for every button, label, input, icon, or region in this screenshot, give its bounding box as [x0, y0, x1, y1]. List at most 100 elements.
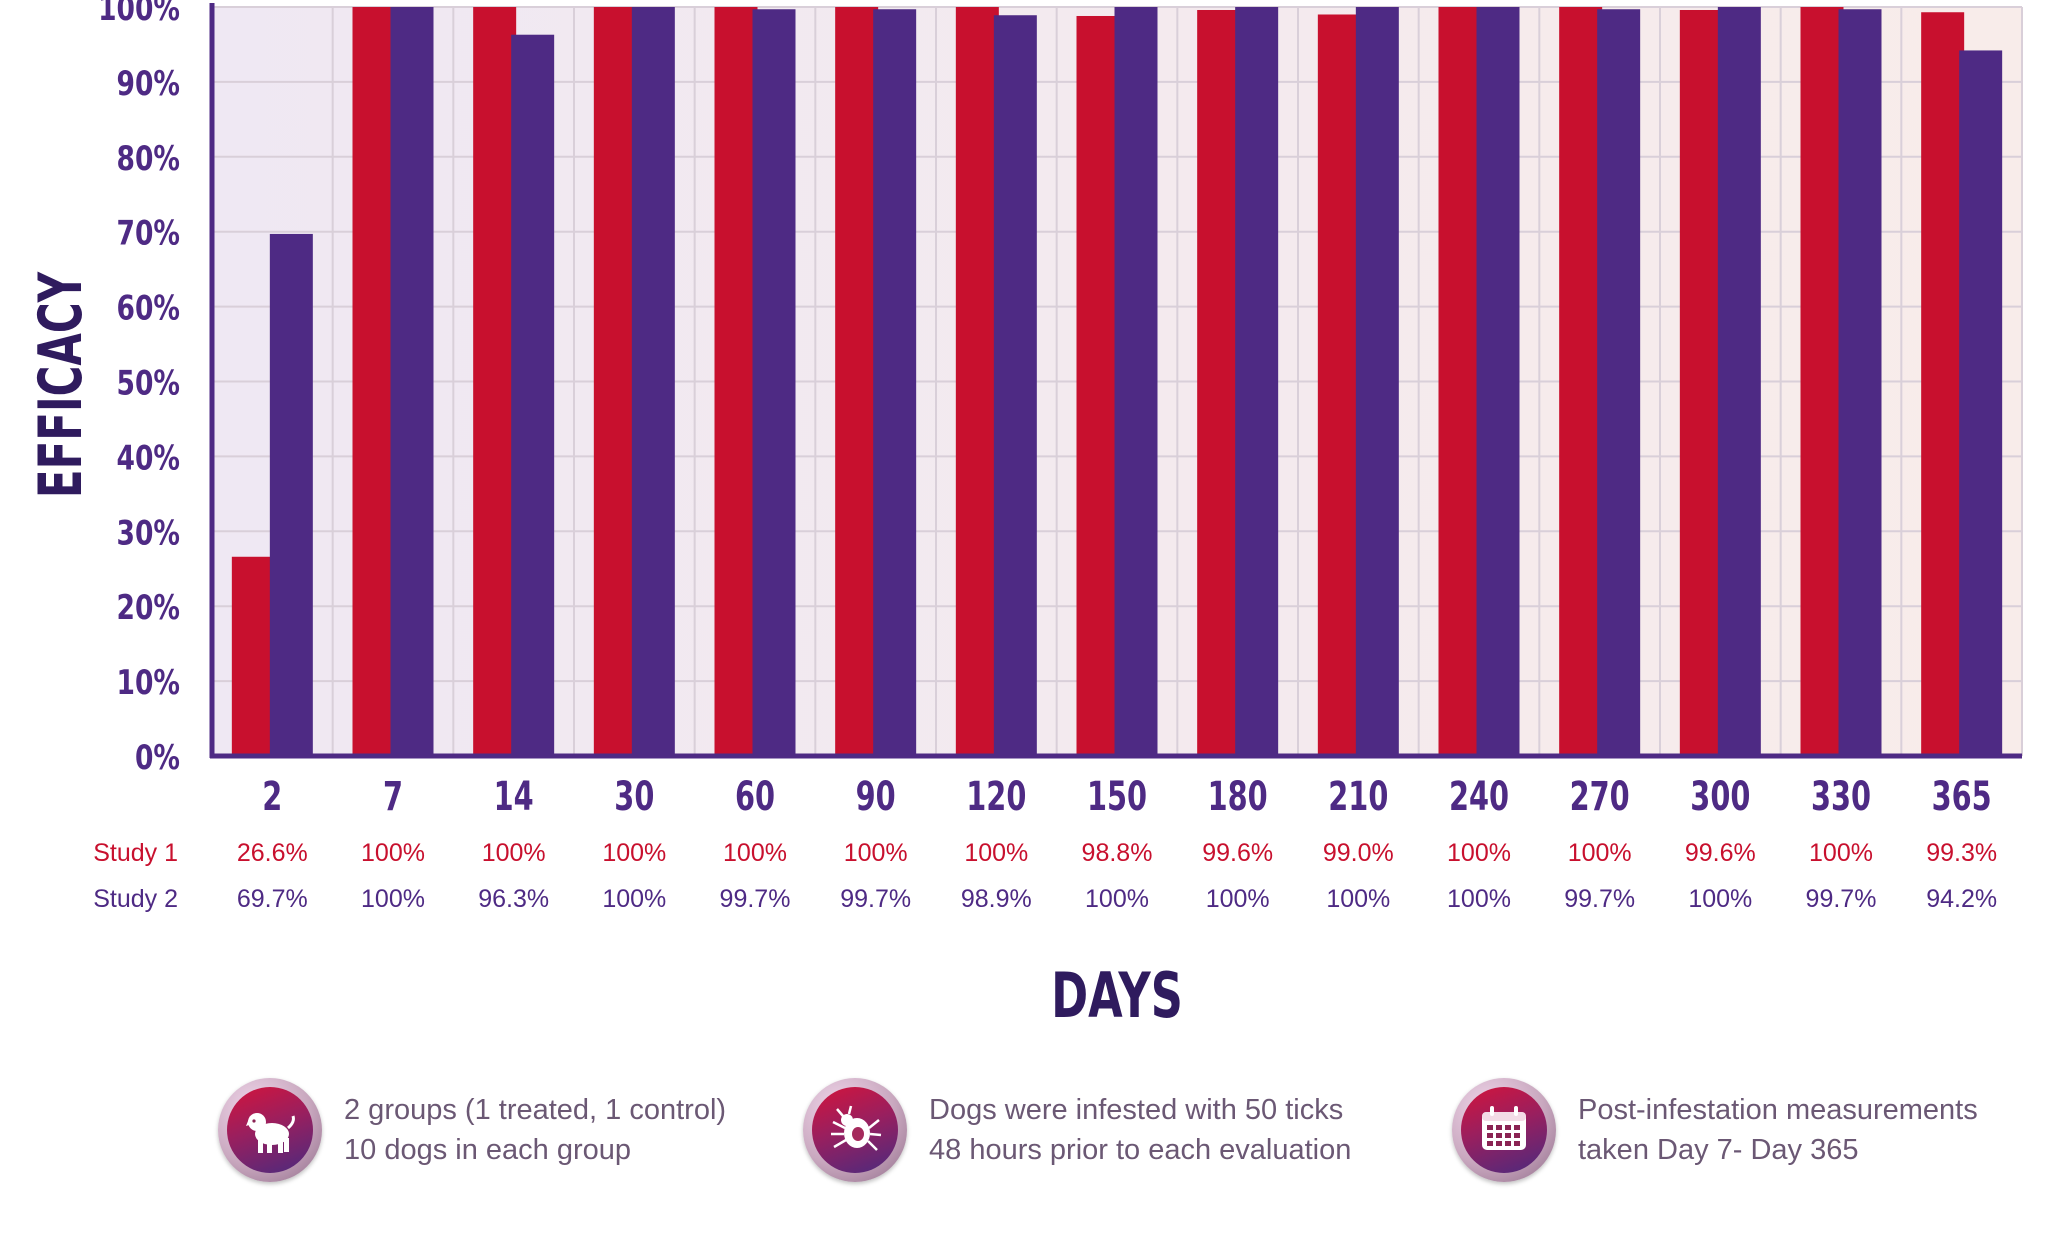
y-tick-label: 60%	[117, 289, 180, 328]
data-label: 98.8%	[1082, 839, 1153, 867]
data-label: 26.6%	[237, 839, 308, 867]
data-label: 100%	[964, 839, 1028, 867]
y-tick-label: 0%	[135, 739, 180, 778]
data-label: 99.6%	[1685, 839, 1756, 867]
data-label: 100%	[1447, 885, 1511, 913]
y-tick-label: 80%	[117, 140, 180, 179]
bar-study-2-day-90	[873, 9, 917, 756]
x-tick-label: 180	[1208, 774, 1268, 820]
data-label: 99.7%	[720, 885, 791, 913]
note-measurements-text: Post-infestation measurements taken Day …	[1578, 1090, 1978, 1170]
bar-study-1-day-330	[1800, 7, 1844, 756]
data-label: 99.0%	[1323, 839, 1394, 867]
data-label: 100%	[1568, 839, 1632, 867]
data-label: 99.7%	[840, 885, 911, 913]
bar-study-2-day-60	[752, 9, 796, 756]
dog-icon	[218, 1078, 322, 1182]
bar-study-2-day-150	[1114, 7, 1158, 756]
y-tick-label: 40%	[117, 439, 180, 478]
x-tick-label: 300	[1690, 774, 1750, 820]
x-tick-label: 270	[1570, 774, 1630, 820]
data-label: 100%	[1326, 885, 1390, 913]
data-label: 100%	[1447, 839, 1511, 867]
x-tick-label: 60	[735, 774, 775, 820]
bar-study-1-day-270	[1559, 7, 1603, 756]
data-label: 100%	[844, 839, 908, 867]
note-line: 10 dogs in each group	[344, 1134, 631, 1166]
x-tick-label: 120	[966, 774, 1026, 820]
series-name-study-1: Study 1	[93, 839, 178, 867]
data-label: 100%	[482, 839, 546, 867]
bar-study-1-day-240	[1438, 7, 1482, 756]
bar-study-1-day-365	[1921, 12, 1965, 757]
note-line: Post-infestation measurements	[1578, 1094, 1978, 1126]
study-notes: 2 groups (1 treated, 1 control) 10 dogs …	[0, 1075, 2048, 1205]
y-tick-label: 20%	[117, 589, 180, 628]
x-tick-label: 14	[494, 774, 534, 820]
series-name-study-2: Study 2	[93, 885, 178, 913]
x-tick-label: 210	[1328, 774, 1388, 820]
y-tick-labels: 0% 10% 20% 30% 40% 50% 60% 70% 80% 90% 100%	[98, 0, 180, 778]
x-tick-label: 330	[1811, 774, 1871, 820]
data-label: 100%	[723, 839, 787, 867]
x-axis-title: DAYS	[1051, 960, 1183, 1032]
data-label: 94.2%	[1926, 885, 1997, 913]
axes	[209, 3, 2022, 759]
data-label: 100%	[1688, 885, 1752, 913]
bar-study-1-day-14	[473, 7, 517, 756]
note-groups: 2 groups (1 treated, 1 control) 10 dogs …	[218, 1075, 726, 1185]
bar-study-2-day-2	[269, 233, 313, 756]
data-label: 100%	[1206, 885, 1270, 913]
x-tick-label: 240	[1449, 774, 1509, 820]
value-table: Study 1 26.6% 100% 100% 100% 100% 100% 100% 98.8…	[93, 839, 1997, 913]
y-tick-label: 90%	[117, 65, 180, 104]
bar-study-1-day-30	[593, 7, 637, 756]
data-label: 100%	[1085, 885, 1149, 913]
x-tick-label: 150	[1087, 774, 1147, 820]
x-tick-label: 7	[383, 774, 403, 820]
data-label: 100%	[361, 885, 425, 913]
bar-study-2-day-14	[511, 34, 555, 756]
bar-study-1-day-210	[1317, 14, 1361, 757]
note-line: taken Day 7- Day 365	[1578, 1134, 1859, 1166]
x-tick-label: 2	[262, 774, 282, 820]
bar-study-2-day-270	[1597, 9, 1641, 756]
bar-study-1-day-180	[1197, 9, 1241, 757]
bar-study-1-day-7	[352, 7, 396, 756]
bar-study-2-day-240	[1476, 7, 1520, 756]
bar-study-1-day-2	[231, 556, 275, 756]
bar-study-2-day-210	[1355, 7, 1399, 756]
x-tick-label: 30	[614, 774, 654, 820]
y-tick-label: 100%	[98, 0, 180, 29]
tick-icon	[803, 1078, 907, 1182]
data-label: 100%	[361, 839, 425, 867]
bar-study-1-day-60	[714, 7, 758, 756]
data-label: 100%	[1809, 839, 1873, 867]
note-infestation: Dogs were infested with 50 ticks 48 hour…	[803, 1075, 1351, 1185]
y-tick-label: 70%	[117, 215, 180, 254]
bar-study-1-day-90	[835, 7, 879, 756]
bar-study-2-day-300	[1717, 7, 1761, 756]
bar-study-1-day-120	[955, 7, 999, 756]
data-label: 96.3%	[478, 885, 549, 913]
note-line: 48 hours prior to each evaluation	[929, 1134, 1352, 1166]
y-tick-label: 30%	[117, 514, 180, 553]
note-measurements: Post-infestation measurements taken Day …	[1452, 1075, 1978, 1185]
bar-study-2-day-120	[993, 15, 1037, 756]
note-line: Dogs were infested with 50 ticks	[929, 1094, 1344, 1126]
bar-study-1-day-150	[1076, 15, 1120, 757]
data-label: 99.7%	[1806, 885, 1877, 913]
bars	[231, 7, 2003, 757]
note-line: 2 groups (1 treated, 1 control)	[344, 1094, 727, 1126]
data-label: 98.9%	[961, 885, 1032, 913]
bar-study-2-day-365	[1959, 50, 2003, 756]
bar-study-2-day-180	[1235, 7, 1279, 756]
bar-study-2-day-7	[390, 7, 434, 756]
y-axis-title: EFFICACY	[27, 272, 97, 499]
y-tick-label: 10%	[117, 664, 180, 703]
data-label: 99.7%	[1564, 885, 1635, 913]
x-tick-label: 365	[1932, 774, 1992, 820]
note-groups-text: 2 groups (1 treated, 1 control) 10 dogs …	[344, 1090, 726, 1170]
data-label: 100%	[602, 839, 666, 867]
